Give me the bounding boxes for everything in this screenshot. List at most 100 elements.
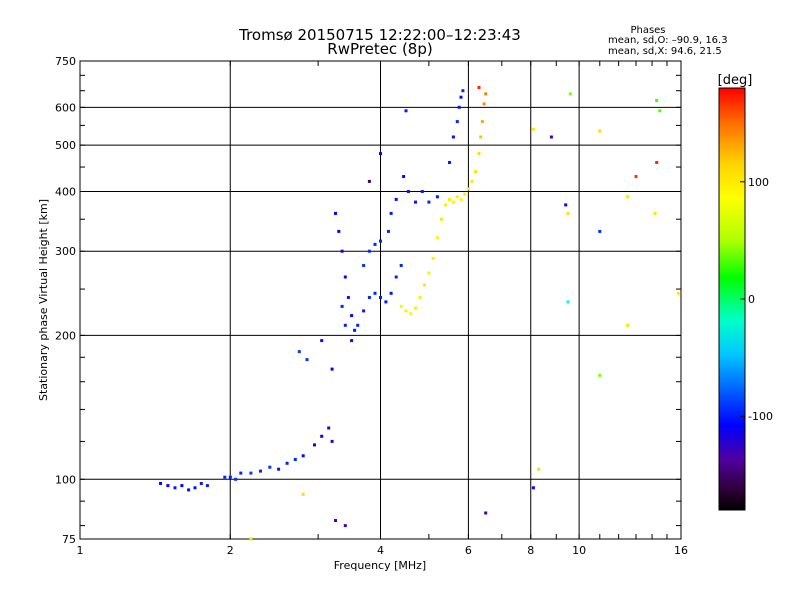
data-point-o-mode (337, 229, 341, 233)
data-point-o-mode (340, 249, 344, 253)
data-point-o-mode (159, 482, 162, 485)
data-point-o-mode (187, 488, 191, 492)
data-point-o-mode (379, 239, 382, 243)
data-point-o-mode (367, 296, 371, 299)
data-point-x-mode (537, 467, 541, 471)
data-point-o-mode (379, 152, 382, 156)
data-point-x-mode (427, 271, 431, 275)
chart-subtitle: RwPretec (8p) (327, 40, 432, 58)
data-point-o-mode (394, 275, 398, 279)
data-point-x-mode (474, 170, 477, 174)
y-tick-label: 300 (55, 245, 76, 258)
data-points (159, 86, 680, 541)
data-point-o-mode (387, 229, 390, 233)
data-point-x-mode (566, 300, 570, 304)
data-point-o-mode (435, 195, 439, 199)
data-point-x-mode (404, 309, 408, 313)
data-point-x-mode (598, 373, 602, 377)
data-point-o-mode (180, 484, 184, 488)
data-point-o-mode (293, 458, 297, 461)
data-point-o-mode (193, 486, 197, 490)
data-point-x-mode (431, 256, 435, 260)
data-point-o-mode (327, 426, 331, 430)
data-point-x-mode (463, 192, 467, 196)
data-point-x-mode (444, 203, 448, 207)
data-point-o-mode (356, 323, 360, 327)
data-point-x-mode (653, 211, 657, 215)
data-point-x-mode (440, 217, 443, 221)
data-point-o-mode (228, 475, 232, 479)
data-point-o-mode (343, 275, 347, 279)
data-point-o-mode (301, 454, 305, 458)
colorbar-tick-label: -100 (748, 410, 773, 423)
x-tick-label: 4 (377, 544, 384, 557)
data-point-o-mode (350, 339, 354, 343)
x-tick-label: 6 (465, 544, 472, 557)
data-point-o-mode (330, 439, 334, 443)
colorbar-tick-label: 0 (748, 293, 755, 306)
data-point-o-mode (373, 242, 377, 246)
data-point-o-mode (313, 443, 316, 447)
data-point-x-mode (466, 187, 470, 191)
data-point-o-mode (451, 135, 455, 139)
data-point-o-mode (234, 477, 238, 481)
data-point-x-mode (531, 127, 535, 131)
data-point-o-mode (414, 200, 417, 204)
x-tick-label: 1 (77, 544, 84, 557)
data-point-o-mode (320, 434, 324, 438)
data-point-o-mode (461, 89, 465, 93)
grid-lines (80, 61, 681, 539)
data-point-x-mode (566, 211, 570, 215)
data-point-o-mode (343, 524, 347, 528)
y-tick-label: 600 (55, 101, 76, 114)
data-point-x-mode (249, 537, 253, 541)
data-point-o-mode (277, 467, 281, 471)
data-point-o-mode (420, 190, 424, 193)
x-tick-label: 16 (674, 544, 688, 557)
data-point-o-mode (484, 511, 488, 515)
data-point-o-mode (389, 211, 393, 215)
axis-ticks: 1 2 4 6 8 10 16 75 100 200 300 400 500 600 750 (55, 55, 688, 557)
data-point-x-mode (626, 195, 629, 199)
colorbar-tick-label: 100 (748, 176, 769, 189)
data-point-o-mode (459, 95, 463, 99)
data-point-o-mode (399, 264, 403, 267)
data-point-x-mode (435, 236, 439, 240)
data-point-x-mode (477, 152, 481, 156)
data-point-x-mode (470, 179, 474, 183)
data-point-o-mode (404, 109, 408, 113)
data-point-o-mode (297, 350, 301, 354)
data-point-x-mode (399, 304, 403, 308)
data-point-x-mode (479, 135, 483, 139)
data-point-o-mode (285, 461, 289, 465)
data-point-o-mode (346, 296, 350, 299)
data-point-o-mode (457, 105, 461, 109)
data-point-o-mode (394, 197, 398, 201)
x-tick-label: 10 (572, 544, 586, 557)
data-point-o-mode (598, 229, 602, 233)
data-point-o-mode (334, 519, 337, 522)
data-point-x-mode (448, 197, 451, 201)
data-point-x-mode (459, 197, 463, 201)
colorbar-ticks: 100 0 -100 (740, 176, 773, 423)
data-point-o-mode (199, 482, 203, 485)
data-point-x-mode (658, 109, 662, 113)
x-axis-label: Frequency [MHz] (334, 559, 426, 572)
data-point-o-mode (350, 314, 354, 318)
data-point-o-mode (334, 211, 337, 215)
data-point-x-mode (655, 161, 659, 164)
data-point-o-mode (223, 475, 227, 479)
data-point-o-mode (402, 175, 406, 178)
data-point-o-mode (362, 264, 366, 267)
phase-info-x-mode: mean, sd,X: 94.6, 21.5 (608, 46, 722, 57)
data-point-x-mode (482, 102, 486, 106)
data-point-o-mode (379, 296, 382, 299)
y-tick-label: 200 (55, 329, 76, 342)
y-tick-label: 750 (55, 55, 76, 68)
data-point-o-mode (427, 200, 431, 204)
y-tick-label: 100 (55, 473, 76, 486)
phase-info-heading: Phases (630, 25, 665, 36)
data-point-o-mode (367, 249, 371, 253)
data-point-o-mode (173, 486, 177, 490)
